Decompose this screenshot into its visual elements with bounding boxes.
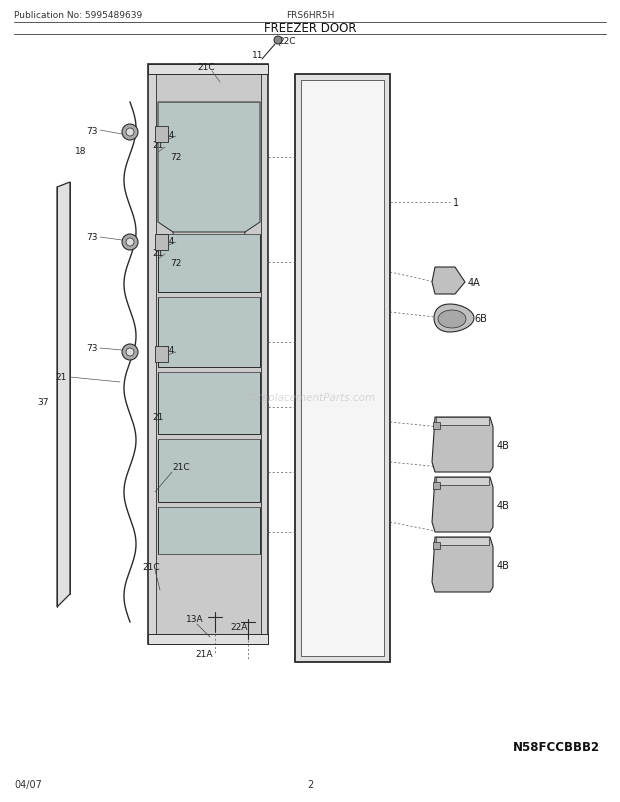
Text: 18: 18 xyxy=(75,146,87,156)
Polygon shape xyxy=(295,75,390,662)
Text: 73: 73 xyxy=(86,127,97,136)
Polygon shape xyxy=(158,103,260,233)
Polygon shape xyxy=(155,235,168,251)
Polygon shape xyxy=(301,81,384,656)
Polygon shape xyxy=(433,423,440,429)
Text: 13A: 13A xyxy=(186,615,203,624)
Text: 4B: 4B xyxy=(497,440,510,451)
Circle shape xyxy=(122,345,138,361)
Polygon shape xyxy=(155,127,168,143)
Polygon shape xyxy=(436,282,451,289)
Polygon shape xyxy=(158,508,260,554)
Polygon shape xyxy=(432,477,493,533)
Text: 1: 1 xyxy=(453,198,459,208)
Text: 73: 73 xyxy=(86,233,97,242)
Text: FREEZER DOOR: FREEZER DOOR xyxy=(264,22,356,35)
Text: 21: 21 xyxy=(55,373,66,382)
Text: 21: 21 xyxy=(152,248,164,257)
Text: 74: 74 xyxy=(163,237,174,245)
Text: 4A: 4A xyxy=(468,277,481,288)
Text: FRS6HR5H: FRS6HR5H xyxy=(286,10,334,19)
Text: 74: 74 xyxy=(163,131,174,140)
Text: 11: 11 xyxy=(252,51,264,59)
Polygon shape xyxy=(148,65,268,644)
Text: 21: 21 xyxy=(152,413,164,422)
Text: 73: 73 xyxy=(86,344,97,353)
Text: 4B: 4B xyxy=(497,561,510,570)
Polygon shape xyxy=(155,346,168,363)
Text: 21C: 21C xyxy=(142,563,159,572)
Text: 37: 37 xyxy=(37,398,48,407)
Polygon shape xyxy=(156,73,261,638)
Circle shape xyxy=(126,349,134,357)
Text: 21: 21 xyxy=(152,141,164,150)
Polygon shape xyxy=(148,65,268,75)
Polygon shape xyxy=(433,482,440,489)
Text: 21A: 21A xyxy=(195,650,213,658)
Text: 72: 72 xyxy=(170,153,182,162)
Text: 2: 2 xyxy=(307,779,313,789)
Polygon shape xyxy=(436,537,489,545)
Circle shape xyxy=(122,235,138,251)
Circle shape xyxy=(274,37,282,45)
Text: ©ReplacementParts.com: ©ReplacementParts.com xyxy=(244,392,376,403)
Circle shape xyxy=(122,125,138,141)
Text: N58FCCBBB2: N58FCCBBB2 xyxy=(513,740,600,754)
Text: 21C: 21C xyxy=(172,463,190,472)
Polygon shape xyxy=(436,477,489,485)
Text: 74: 74 xyxy=(163,346,174,355)
Polygon shape xyxy=(436,418,489,426)
Text: 72: 72 xyxy=(170,258,182,267)
Polygon shape xyxy=(434,305,474,333)
Polygon shape xyxy=(432,418,493,472)
Text: 04/07: 04/07 xyxy=(14,779,42,789)
Polygon shape xyxy=(432,268,465,294)
Text: 6B: 6B xyxy=(474,314,487,323)
Polygon shape xyxy=(438,310,466,329)
Text: 4B: 4B xyxy=(497,500,510,510)
Text: Publication No: 5995489639: Publication No: 5995489639 xyxy=(14,10,142,19)
Polygon shape xyxy=(158,235,260,293)
Text: 22A: 22A xyxy=(230,622,247,632)
Text: 21C: 21C xyxy=(197,63,215,72)
Polygon shape xyxy=(432,537,493,592)
Polygon shape xyxy=(158,373,260,435)
Polygon shape xyxy=(433,542,440,549)
Polygon shape xyxy=(158,298,260,367)
Polygon shape xyxy=(158,439,260,502)
Circle shape xyxy=(126,129,134,137)
Polygon shape xyxy=(57,183,70,607)
Circle shape xyxy=(126,239,134,247)
Polygon shape xyxy=(148,634,268,644)
Text: 22C: 22C xyxy=(278,36,296,46)
